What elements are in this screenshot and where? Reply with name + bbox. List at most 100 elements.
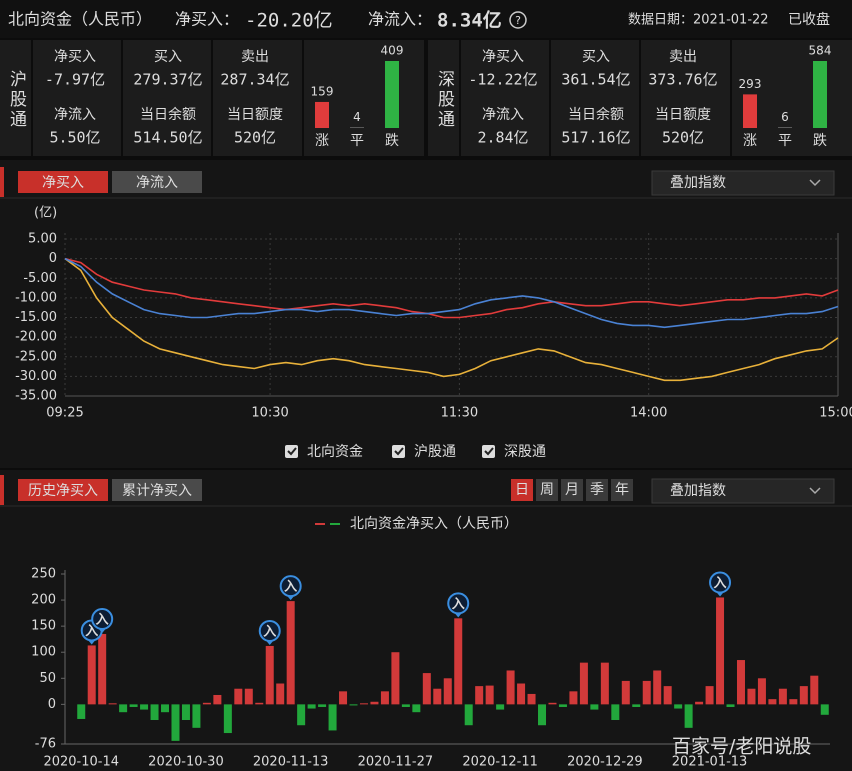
- x-tick-label: 2021-01-13: [672, 755, 748, 770]
- bar: [485, 685, 494, 705]
- marker: [447, 592, 470, 615]
- marker: [709, 571, 732, 594]
- dropdown-chevron[interactable]: [809, 179, 821, 187]
- bar: [328, 704, 337, 731]
- period-label[interactable]: 年: [615, 482, 629, 498]
- legend-checkbox[interactable]: [285, 445, 298, 458]
- bar: [569, 691, 578, 705]
- y-tick-label: 5.00: [28, 232, 57, 247]
- dropdown-label[interactable]: 叠加指数: [670, 483, 726, 499]
- bar: [778, 688, 787, 705]
- bar: [401, 704, 410, 707]
- tab[interactable]: [18, 171, 108, 193]
- cell-value: 5.50亿: [49, 129, 100, 147]
- marker-text: 入: [284, 580, 297, 595]
- bar: [192, 704, 201, 728]
- x-tick-label: 11:30: [441, 406, 478, 421]
- y-tick-label: 250: [31, 567, 56, 582]
- bar: [684, 704, 693, 728]
- breadth-label: 涨: [743, 133, 757, 149]
- bar: [108, 703, 117, 705]
- cell-value: 514.50亿: [133, 129, 202, 147]
- period-button[interactable]: [536, 479, 558, 501]
- period-button[interactable]: [561, 479, 583, 501]
- unit: (亿): [34, 206, 57, 221]
- y-tick-label: 0: [49, 251, 57, 266]
- tab-label[interactable]: 净流入: [136, 175, 178, 191]
- status: 已收盘: [788, 11, 830, 28]
- legend-label[interactable]: 北向资金: [307, 444, 363, 460]
- bar: [370, 701, 379, 705]
- bar: [475, 686, 484, 705]
- tab-label[interactable]: 历史净买入: [28, 483, 98, 499]
- bar: [653, 670, 662, 705]
- bar: [548, 702, 557, 705]
- bar: [391, 652, 400, 705]
- bar: [380, 691, 389, 705]
- accent: [0, 475, 4, 505]
- tab-label[interactable]: 净买入: [42, 175, 84, 191]
- legend-label[interactable]: 深股通: [504, 444, 546, 460]
- marker: [279, 575, 302, 598]
- y-tick-label: -20.00: [15, 330, 57, 345]
- legend-check[interactable]: [394, 447, 404, 456]
- bar: [265, 645, 274, 705]
- marker: [91, 607, 114, 630]
- bar: [820, 704, 829, 715]
- tab[interactable]: [112, 479, 202, 501]
- bar: [244, 688, 253, 705]
- accent: [0, 167, 4, 197]
- bar: [695, 701, 704, 705]
- cell-label: 当日额度: [655, 107, 711, 123]
- bar: [349, 704, 358, 706]
- cell-label: 净流入: [54, 107, 96, 123]
- period-label[interactable]: 日: [515, 482, 529, 498]
- legend-label[interactable]: 沪股通: [414, 444, 456, 460]
- bar: [359, 703, 368, 705]
- legend-checkbox[interactable]: [392, 445, 405, 458]
- dropdown-chevron[interactable]: [809, 487, 821, 495]
- legend-label: 北向资金净买入（人民币）: [350, 516, 518, 532]
- period-button[interactable]: [586, 479, 608, 501]
- cell-value: 361.54亿: [561, 71, 630, 89]
- tab[interactable]: [112, 171, 202, 193]
- bar: [202, 702, 211, 705]
- panel-name: 沪股通: [6, 70, 27, 130]
- period-label[interactable]: 周: [540, 482, 554, 498]
- y-tick-label: -25.00: [15, 349, 57, 364]
- dropdown[interactable]: [651, 478, 835, 504]
- bar: [611, 704, 620, 721]
- legend-check[interactable]: [287, 447, 297, 456]
- marker: [258, 619, 281, 642]
- help-icon[interactable]: [509, 11, 527, 29]
- period-button[interactable]: [611, 479, 633, 501]
- help-text[interactable]: ?: [515, 14, 521, 27]
- cell-label: 买入: [582, 49, 610, 65]
- x-tick-label: 2020-11-27: [358, 755, 434, 770]
- legend-check[interactable]: [484, 447, 494, 456]
- bar: [590, 704, 599, 710]
- dropdown[interactable]: [651, 170, 835, 196]
- y-tick-label: 150: [31, 619, 56, 634]
- tab[interactable]: [18, 479, 108, 501]
- header-bar: [0, 0, 852, 38]
- y-tick-label: 200: [31, 593, 56, 608]
- y-tick-label: -10.00: [15, 290, 57, 305]
- marker-text: 入: [714, 576, 727, 591]
- y-tick-label: -76: [35, 737, 56, 752]
- series-line: [64, 257, 839, 382]
- breadth-label: 跌: [385, 133, 399, 149]
- period-label[interactable]: 月: [565, 482, 579, 498]
- tab-label[interactable]: 累计净买入: [122, 483, 192, 499]
- dropdown-label[interactable]: 叠加指数: [670, 175, 726, 191]
- breadth-bar: [743, 94, 757, 128]
- bar: [538, 704, 547, 726]
- bar: [757, 678, 766, 705]
- cell-value: 520亿: [234, 129, 276, 147]
- period-label[interactable]: 季: [590, 482, 604, 498]
- bar: [412, 704, 421, 713]
- period-button[interactable]: [511, 479, 533, 501]
- legend-checkbox[interactable]: [482, 445, 495, 458]
- cell-value: -12.22亿: [468, 71, 537, 89]
